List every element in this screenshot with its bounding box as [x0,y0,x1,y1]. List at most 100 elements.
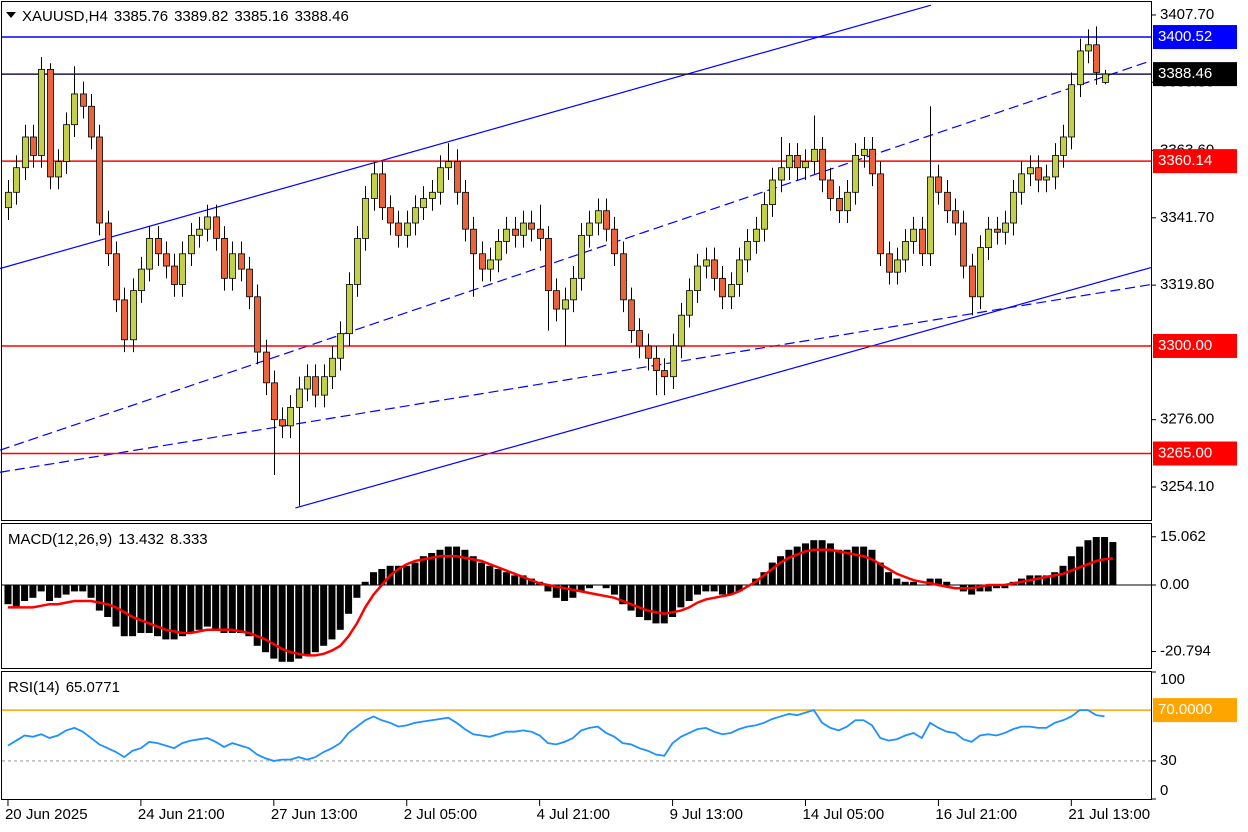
macd-bar [810,540,818,585]
x-tick-label: 24 Jun 21:00 [138,806,225,823]
level-label: 3388.46 [1158,65,1212,82]
macd-panel [1,523,1152,669]
candle-body [636,330,643,347]
macd-bar [129,584,137,637]
candle-body [487,259,494,270]
header-value: 3388.46 [295,8,349,25]
indicator-title: XAUUSD,H4 [22,8,108,25]
macd-bar [228,584,236,633]
macd-bar [909,581,917,585]
candle-body [603,210,610,230]
macd-bar [527,578,535,585]
candle-body [802,161,809,169]
candle-body [55,161,62,178]
candle-body [155,237,162,255]
candle-body [312,376,319,396]
macd-bar [361,581,369,585]
y-tick-label: 3254.10 [1160,478,1214,495]
candle-body [935,176,942,193]
macd-bar [270,584,278,659]
y-tick-label: 0.00 [1160,576,1189,593]
macd-bar [154,584,162,637]
candle-body [213,216,220,239]
macd-bar [876,562,884,585]
candle-body [1085,44,1092,52]
candle-body [121,299,128,341]
macd-bar [552,584,560,598]
macd-bar [1034,575,1042,585]
macd-bar [619,584,627,605]
candle-body [694,265,701,292]
macd-bar [469,556,477,585]
macd-bar [137,584,145,633]
candle-body [229,253,236,279]
macd-bar [519,575,527,585]
candle-body [1052,155,1059,178]
candle-body [620,253,627,301]
macd-bar [444,546,452,585]
trend-line [0,60,1152,451]
candle-body [321,376,328,396]
price-panel [1,1,1152,521]
candle-body [545,237,552,292]
trend-line [295,267,1152,509]
level-label-box [1153,25,1237,50]
candle-body [520,222,527,236]
candle-body [811,148,818,162]
candle-body [919,228,926,255]
macd-bar [801,543,809,585]
macd-bar [968,584,976,595]
candle-body [171,265,178,285]
candle-body [429,191,436,199]
macd-bar [95,584,103,611]
candle-body [88,105,95,138]
candle-body [395,222,402,236]
y-tick-label: 3407.70 [1160,6,1214,23]
macd-bar [918,584,926,586]
candle-body [886,253,893,273]
candle-body [819,148,826,181]
candle-body [188,234,195,255]
macd-bar [1059,565,1067,585]
candle-body [454,161,461,193]
candle-body [1010,191,1017,224]
candle-body [645,345,652,359]
candle-body [204,216,211,230]
candle-body [786,155,793,169]
candle-body [769,179,776,205]
symbol-menu-arrow[interactable] [6,12,16,18]
macd-bar [785,549,793,585]
candle-body [944,191,951,212]
candle-body [794,155,801,169]
macd-bar [195,584,203,630]
trend-line [0,4,932,270]
macd-bar [727,584,735,595]
candle-body [63,124,70,162]
candle-body [670,345,677,378]
macd-bar [37,584,45,592]
macd-bar [187,584,195,633]
level-label: 3400.52 [1158,28,1212,45]
y-tick-label: 3341.70 [1160,209,1214,226]
candle-body [387,207,394,224]
macd-bar [46,584,54,601]
macd-bar [993,584,1001,589]
candle-body [910,228,917,242]
macd-bar [353,584,361,598]
candle-body [836,198,843,212]
macd-bar [627,584,635,611]
macd-bar [677,584,685,608]
macd-bar [70,584,78,592]
candle-body [1002,222,1009,233]
candle-body [113,253,120,301]
candle-body [254,296,261,353]
candle-body [1018,173,1025,193]
candle-body [952,210,959,224]
macd-bar [486,565,494,585]
header-value: 65.0771 [66,679,120,696]
macd-bar [635,584,643,617]
header-value: 3385.76 [114,8,168,25]
candle-body [553,290,560,310]
y-tick-label: 0 [1160,782,1168,799]
candle-body [728,284,735,298]
